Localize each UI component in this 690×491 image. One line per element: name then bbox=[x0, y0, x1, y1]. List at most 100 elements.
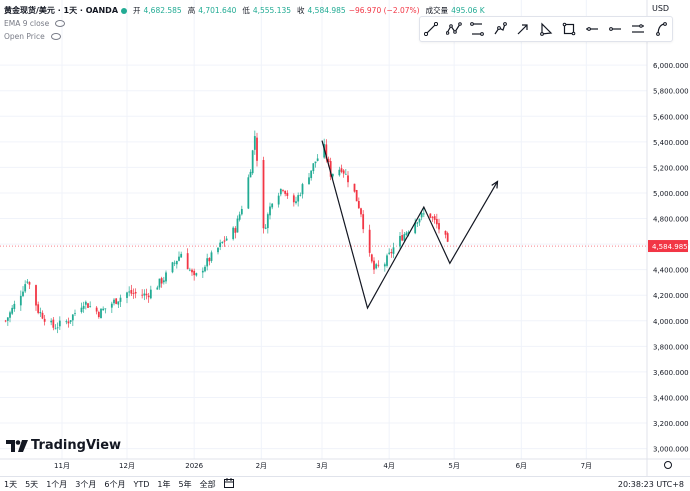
price-tick-label: 5,400.000 bbox=[653, 139, 689, 147]
candle-body bbox=[446, 233, 449, 242]
candle-body bbox=[113, 299, 115, 304]
timeframe-5y[interactable]: 5年 bbox=[178, 479, 192, 489]
open-price-indicator-label[interactable]: Open Price bbox=[4, 32, 45, 41]
candle-body bbox=[347, 175, 349, 183]
open-label: 开 bbox=[133, 6, 141, 15]
candle-body bbox=[399, 235, 401, 247]
axis-settings-icon[interactable] bbox=[664, 461, 672, 469]
candle-body bbox=[26, 281, 29, 283]
polyline-icon[interactable] bbox=[490, 19, 510, 39]
timeframe-3m[interactable]: 3个月 bbox=[75, 479, 97, 489]
date-range-icon[interactable] bbox=[220, 478, 238, 490]
time-tick-label: 7月 bbox=[581, 462, 592, 470]
indicator-row-ema[interactable]: EMA 9 close bbox=[4, 17, 485, 30]
timeframe-all[interactable]: 全部 bbox=[199, 479, 216, 489]
candle-body bbox=[82, 305, 85, 309]
eye-icon[interactable] bbox=[55, 20, 66, 27]
candle-body bbox=[110, 303, 113, 308]
candle-body bbox=[435, 219, 438, 225]
zigzag-icon[interactable] bbox=[444, 19, 464, 39]
candle-body bbox=[195, 273, 198, 276]
candle-body bbox=[191, 269, 193, 273]
eye-icon[interactable] bbox=[50, 33, 61, 40]
arrow-line-icon[interactable] bbox=[513, 19, 533, 39]
candle-body bbox=[299, 194, 302, 196]
candle-body bbox=[128, 291, 131, 293]
candle-body bbox=[407, 231, 410, 234]
price-tick-label: 3,000.000 bbox=[653, 446, 689, 454]
candle-body bbox=[431, 217, 434, 218]
candle-body bbox=[37, 304, 40, 313]
currency-label[interactable]: USD bbox=[652, 4, 670, 13]
candle-body bbox=[223, 240, 226, 242]
timeframe-6m[interactable]: 6个月 bbox=[104, 479, 126, 489]
timeframe-5d[interactable]: 5天 bbox=[25, 479, 39, 489]
price-axis[interactable] bbox=[647, 0, 690, 476]
rectangle-icon[interactable] bbox=[559, 19, 579, 39]
timeframe-1m[interactable]: 1个月 bbox=[46, 479, 68, 489]
candle-body bbox=[388, 252, 391, 254]
trend-line-icon[interactable] bbox=[421, 19, 441, 39]
candle-body bbox=[54, 328, 57, 330]
candle-body bbox=[4, 320, 7, 322]
candle-body bbox=[253, 136, 256, 150]
candle-body bbox=[52, 319, 55, 328]
logo-text: TradingView bbox=[31, 438, 122, 453]
candle-body bbox=[353, 183, 356, 192]
price-tick-label: 5,000.000 bbox=[653, 190, 689, 198]
tradingview-logo[interactable]: TradingView bbox=[6, 438, 121, 453]
candle-body bbox=[390, 252, 393, 254]
extended-line-icon[interactable] bbox=[628, 19, 648, 39]
timeframe-1y[interactable]: 1年 bbox=[157, 479, 171, 489]
candle-body bbox=[327, 158, 330, 163]
time-tick-label: 2月 bbox=[256, 462, 267, 470]
candle-body bbox=[316, 158, 319, 161]
candle-body bbox=[251, 150, 254, 174]
candle-body bbox=[143, 293, 146, 296]
candle-body bbox=[11, 307, 14, 314]
symbol-title[interactable]: 黄金现货/美元 · 1天 · OANDA bbox=[4, 6, 119, 15]
candle-body bbox=[58, 320, 61, 327]
price-tick-label: 3,600.000 bbox=[653, 369, 689, 377]
candle-body bbox=[141, 294, 144, 296]
candle-body bbox=[219, 242, 222, 248]
ema-indicator-label[interactable]: EMA 9 close bbox=[4, 19, 50, 28]
candle-body bbox=[71, 314, 74, 321]
candle-body bbox=[438, 223, 440, 230]
brush-icon[interactable] bbox=[536, 19, 556, 39]
candle-body bbox=[132, 292, 135, 294]
current-price-badge bbox=[648, 240, 688, 253]
candle-body bbox=[386, 255, 388, 266]
path-icon[interactable] bbox=[467, 19, 487, 39]
candle-body bbox=[357, 201, 360, 209]
candle-body bbox=[279, 188, 282, 195]
candle-body bbox=[50, 320, 53, 323]
candle-body bbox=[444, 230, 447, 235]
volume-label: 成交量 bbox=[425, 6, 449, 15]
indicator-row-open[interactable]: Open Price bbox=[4, 30, 485, 43]
candle-body bbox=[217, 247, 219, 253]
candle-body bbox=[310, 170, 313, 179]
projection-arrowhead bbox=[491, 180, 499, 189]
close-value: 4,584.985 bbox=[307, 6, 346, 15]
curve-icon[interactable] bbox=[651, 19, 671, 39]
candle-body bbox=[67, 321, 70, 324]
candle-body bbox=[340, 168, 343, 172]
projection-zigzag[interactable] bbox=[321, 140, 499, 310]
candle-body bbox=[329, 161, 332, 177]
ray-icon[interactable] bbox=[605, 19, 625, 39]
candle-body bbox=[100, 308, 102, 319]
candle-body bbox=[145, 293, 148, 296]
time-tick-label: 2026 bbox=[185, 462, 203, 470]
timeframe-ytd[interactable]: YTD bbox=[133, 479, 150, 489]
horizontal-line-icon[interactable] bbox=[582, 19, 602, 39]
price-tick-label: 4,800.000 bbox=[653, 216, 689, 224]
candle-body bbox=[355, 190, 358, 202]
candle-body bbox=[147, 295, 150, 298]
candle-body bbox=[403, 234, 406, 241]
price-tick-label: 5,600.000 bbox=[653, 113, 689, 121]
clock[interactable]: 20:38:23 UTC+8 bbox=[617, 479, 684, 489]
candle-body bbox=[232, 227, 235, 240]
timeframe-1d[interactable]: 1天 bbox=[4, 479, 18, 489]
